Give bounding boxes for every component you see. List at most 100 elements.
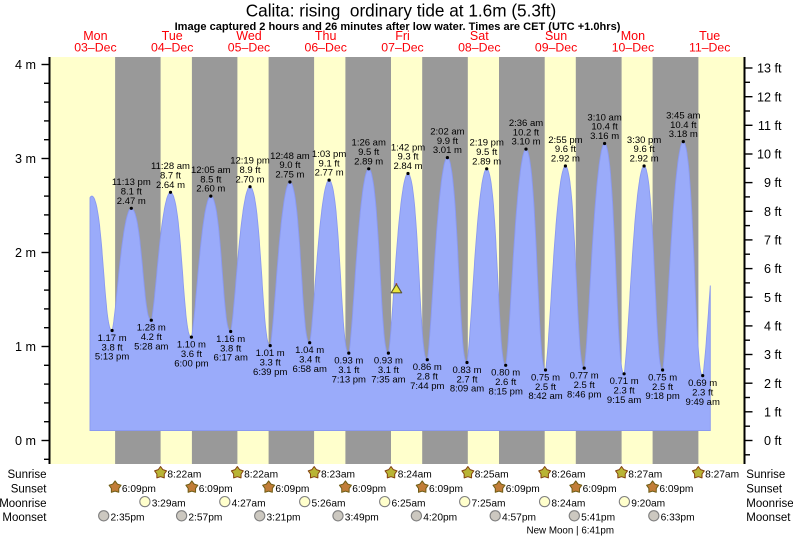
svg-text:13 ft: 13 ft bbox=[757, 62, 782, 76]
svg-text:3:21pm: 3:21pm bbox=[267, 513, 301, 524]
svg-text:Mon: Mon bbox=[621, 29, 645, 43]
svg-text:12:05 am: 12:05 am bbox=[191, 165, 231, 176]
svg-text:9.6 ft: 9.6 ft bbox=[634, 144, 655, 155]
svg-text:1.04 m: 1.04 m bbox=[295, 345, 324, 356]
svg-text:8:26am: 8:26am bbox=[552, 470, 586, 481]
svg-text:1.10 m: 1.10 m bbox=[177, 340, 206, 351]
svg-text:8:22am: 8:22am bbox=[167, 470, 201, 481]
svg-text:Sunset: Sunset bbox=[746, 484, 783, 496]
svg-text:2.89 m: 2.89 m bbox=[354, 156, 383, 167]
svg-text:6:09pm: 6:09pm bbox=[506, 484, 540, 495]
svg-text:08–Dec: 08–Dec bbox=[458, 41, 500, 55]
svg-text:11 ft: 11 ft bbox=[758, 119, 782, 133]
svg-text:6:09pm: 6:09pm bbox=[122, 484, 156, 495]
svg-text:2.84 m: 2.84 m bbox=[393, 161, 422, 172]
svg-text:8:24am: 8:24am bbox=[398, 470, 432, 481]
svg-text:1:42 pm: 1:42 pm bbox=[391, 142, 425, 153]
svg-text:4:20pm: 4:20pm bbox=[423, 513, 457, 524]
svg-text:07–Dec: 07–Dec bbox=[381, 41, 423, 55]
svg-text:0.93 m: 0.93 m bbox=[334, 356, 363, 367]
svg-text:3.8 ft: 3.8 ft bbox=[102, 342, 123, 353]
svg-text:7:13 pm: 7:13 pm bbox=[332, 374, 366, 385]
svg-text:2.3 ft: 2.3 ft bbox=[692, 387, 713, 398]
svg-text:2.77 m: 2.77 m bbox=[315, 168, 344, 179]
svg-text:4 ft: 4 ft bbox=[764, 320, 782, 334]
svg-text:2.5 ft: 2.5 ft bbox=[535, 382, 556, 393]
svg-text:New Moon | 6:41pm: New Moon | 6:41pm bbox=[527, 526, 615, 537]
svg-text:9 ft: 9 ft bbox=[764, 176, 782, 190]
svg-text:11:28 am: 11:28 am bbox=[151, 161, 190, 172]
svg-text:0.77 m: 0.77 m bbox=[570, 371, 599, 382]
svg-text:8:24am: 8:24am bbox=[551, 498, 585, 509]
svg-text:2:55 pm: 2:55 pm bbox=[548, 135, 582, 146]
svg-text:9:49 am: 9:49 am bbox=[686, 397, 720, 408]
svg-text:8:09 am: 8:09 am bbox=[450, 384, 484, 395]
svg-text:6:25am: 6:25am bbox=[392, 498, 426, 509]
svg-text:9.3 ft: 9.3 ft bbox=[397, 152, 418, 163]
svg-text:1 ft: 1 ft bbox=[764, 405, 782, 419]
svg-text:0 ft: 0 ft bbox=[764, 434, 782, 448]
svg-text:8.1 ft: 8.1 ft bbox=[121, 187, 142, 198]
svg-text:9:15 am: 9:15 am bbox=[607, 395, 641, 406]
svg-text:09–Dec: 09–Dec bbox=[535, 41, 577, 55]
svg-text:Fri: Fri bbox=[395, 29, 410, 43]
svg-text:5:26am: 5:26am bbox=[312, 498, 346, 509]
svg-text:8:25am: 8:25am bbox=[475, 470, 509, 481]
svg-text:12:48 am: 12:48 am bbox=[270, 151, 310, 162]
svg-text:3.16 m: 3.16 m bbox=[590, 131, 619, 142]
svg-text:6:33pm: 6:33pm bbox=[661, 513, 695, 524]
svg-text:03–Dec: 03–Dec bbox=[74, 41, 116, 55]
svg-text:Wed: Wed bbox=[236, 29, 262, 43]
svg-text:9.0 ft: 9.0 ft bbox=[279, 160, 300, 171]
svg-text:6:09pm: 6:09pm bbox=[199, 484, 233, 495]
svg-text:3:30 pm: 3:30 pm bbox=[627, 135, 661, 146]
svg-text:10–Dec: 10–Dec bbox=[612, 41, 654, 55]
svg-text:4 m: 4 m bbox=[15, 58, 36, 72]
svg-text:4:27am: 4:27am bbox=[232, 498, 266, 509]
svg-text:2 ft: 2 ft bbox=[764, 377, 782, 391]
svg-text:9.5 ft: 9.5 ft bbox=[358, 147, 379, 158]
svg-text:0.69 m: 0.69 m bbox=[688, 378, 717, 389]
svg-text:5:13 pm: 5:13 pm bbox=[95, 352, 129, 363]
svg-text:12:19 pm: 12:19 pm bbox=[230, 156, 270, 167]
svg-text:3.10 m: 3.10 m bbox=[511, 137, 540, 148]
svg-text:9.1 ft: 9.1 ft bbox=[319, 158, 340, 169]
svg-text:1:26 am: 1:26 am bbox=[352, 138, 386, 149]
svg-text:7:25am: 7:25am bbox=[472, 498, 506, 509]
svg-text:Mon: Mon bbox=[83, 29, 107, 43]
svg-text:3:49pm: 3:49pm bbox=[345, 513, 379, 524]
svg-text:9.9 ft: 9.9 ft bbox=[437, 136, 458, 147]
svg-text:3.8 ft: 3.8 ft bbox=[220, 343, 241, 354]
svg-text:11–Dec: 11–Dec bbox=[689, 41, 730, 55]
svg-text:2.47 m: 2.47 m bbox=[117, 196, 146, 207]
svg-text:2:19 pm: 2:19 pm bbox=[470, 138, 504, 149]
svg-text:10.4 ft: 10.4 ft bbox=[670, 120, 697, 131]
svg-text:Moonset: Moonset bbox=[746, 512, 791, 524]
svg-text:8.9 ft: 8.9 ft bbox=[239, 165, 260, 176]
svg-text:11:13 pm: 11:13 pm bbox=[112, 177, 151, 188]
svg-text:8:23am: 8:23am bbox=[321, 470, 355, 481]
svg-text:7 ft: 7 ft bbox=[764, 234, 782, 248]
svg-text:6:39 pm: 6:39 pm bbox=[253, 367, 287, 378]
svg-text:8.5 ft: 8.5 ft bbox=[200, 174, 221, 185]
svg-text:Sat: Sat bbox=[470, 29, 489, 43]
svg-text:0.83 m: 0.83 m bbox=[452, 365, 481, 376]
svg-text:9.5 ft: 9.5 ft bbox=[476, 147, 497, 158]
svg-text:Image captured 2 hours and 26: Image captured 2 hours and 26 minutes af… bbox=[175, 21, 621, 33]
svg-text:Moonrise: Moonrise bbox=[746, 498, 793, 510]
svg-text:1:03 pm: 1:03 pm bbox=[312, 149, 346, 160]
svg-text:6:09pm: 6:09pm bbox=[275, 484, 309, 495]
svg-text:3:29am: 3:29am bbox=[152, 498, 186, 509]
svg-text:10.4 ft: 10.4 ft bbox=[591, 122, 618, 133]
svg-text:8:15 pm: 8:15 pm bbox=[489, 387, 523, 398]
svg-text:1 m: 1 m bbox=[15, 340, 36, 354]
svg-text:0.80 m: 0.80 m bbox=[491, 368, 520, 379]
svg-text:2.89 m: 2.89 m bbox=[472, 156, 501, 167]
svg-text:0.71 m: 0.71 m bbox=[610, 376, 639, 387]
svg-text:8:27am: 8:27am bbox=[628, 470, 662, 481]
svg-text:Sun: Sun bbox=[545, 29, 567, 43]
svg-text:2.70 m: 2.70 m bbox=[235, 174, 264, 185]
svg-text:Calita: rising ordinary tide: Calita: rising ordinary tide at 1.6m (5.… bbox=[246, 1, 556, 21]
svg-text:Thu: Thu bbox=[315, 29, 337, 43]
svg-text:12 ft: 12 ft bbox=[757, 90, 782, 104]
